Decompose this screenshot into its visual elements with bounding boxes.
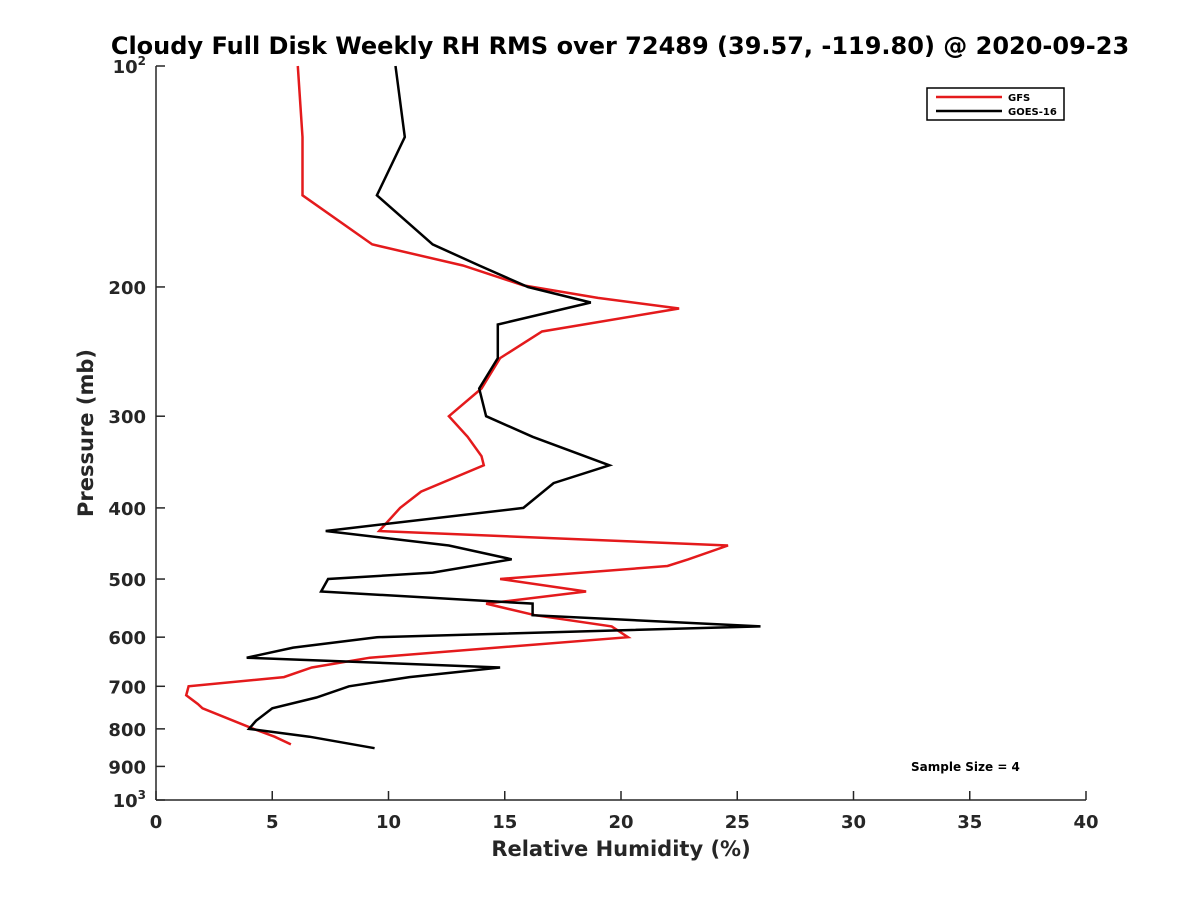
x-tick-label: 40 [1073,812,1098,833]
y-tick-label: 103 [113,788,146,812]
series-line-gfs [184,65,729,746]
y-axis-label: Pressure (mb) [74,349,98,517]
x-tick-label: 10 [376,812,401,833]
series-layer [184,65,761,750]
y-tick-label: 102 [113,54,146,78]
x-tick-label: 0 [150,812,163,833]
series-line-goes16 [246,65,761,750]
y-tick-label: 500 [108,570,146,591]
y-tick-label: 200 [108,278,146,299]
y-tick-label: 400 [108,499,146,520]
x-axis-label: Relative Humidity (%) [491,837,750,861]
x-tick-label: 30 [841,812,866,833]
x-tick-label: 25 [725,812,750,833]
x-tick-label: 15 [492,812,517,833]
x-tick-label: 35 [957,812,982,833]
legend-label-gfs: GFS [1008,93,1030,104]
y-tick-label: 800 [108,720,146,741]
y-tick-label: 600 [108,628,146,649]
y-ticks: 102 200 300 400 500 600 700 800 900 103 [108,54,165,812]
legend-box [926,87,1065,121]
y-tick-label: 700 [108,677,146,698]
x-tick-label: 5 [266,812,279,833]
x-ticks: 0 5 10 15 20 25 30 35 40 [150,791,1099,833]
sample-size-annotation: Sample Size = 4 [911,760,1020,774]
x-tick-label: 20 [608,812,633,833]
chart-title: Cloudy Full Disk Weekly RH RMS over 7248… [111,32,1129,60]
y-tick-label: 300 [108,407,146,428]
legend-label-goes16: GOES-16 [1008,107,1057,118]
plot-area: 0 5 10 15 20 25 30 35 40 102 200 300 400 500 600 700 80… [108,54,1098,833]
legend: GFS GOES-16 [926,87,1065,121]
y-tick-label: 900 [108,757,146,778]
